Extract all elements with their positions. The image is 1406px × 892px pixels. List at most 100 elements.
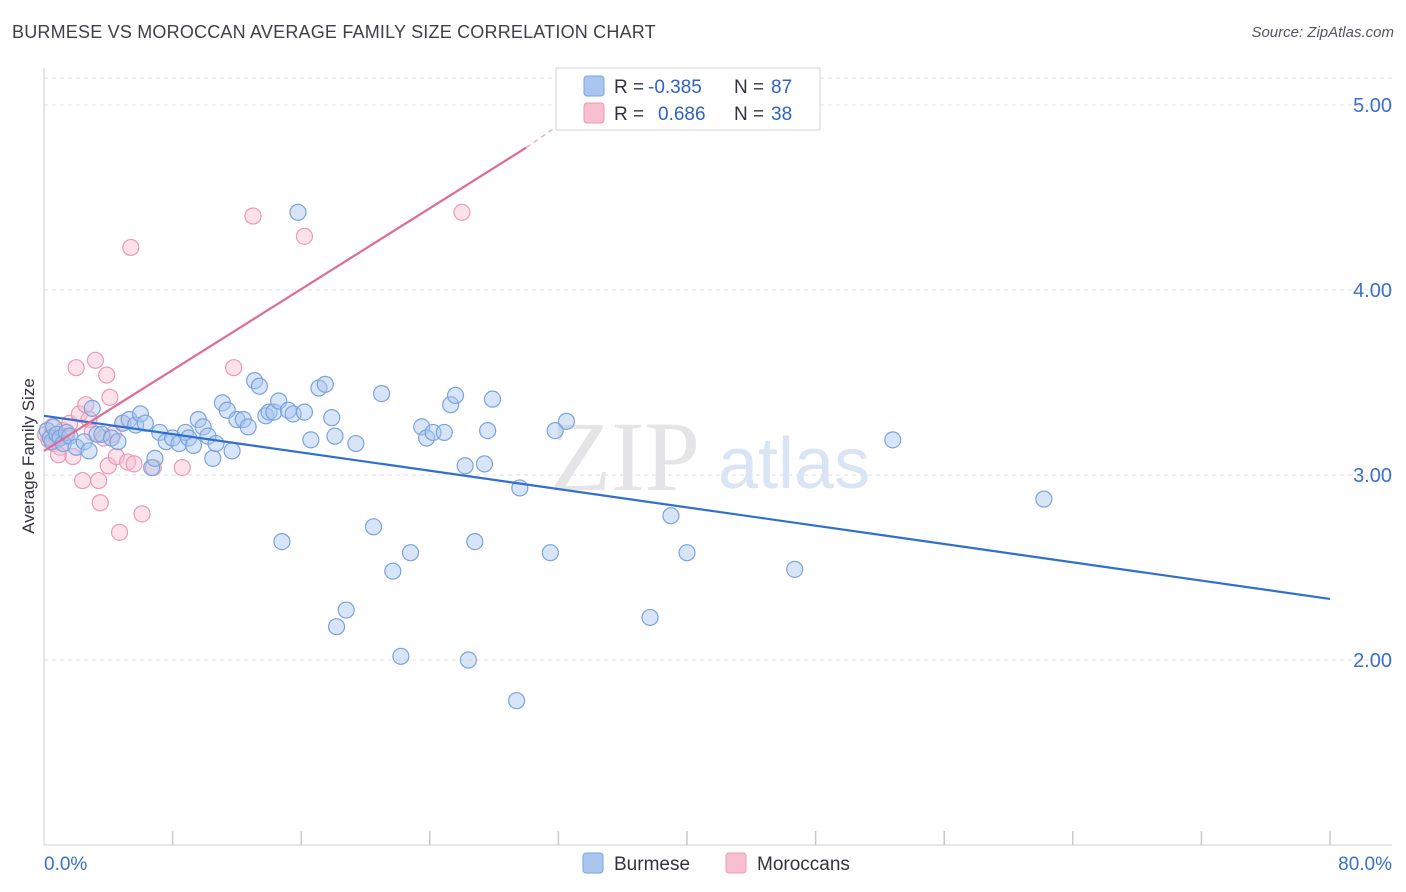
burmese-point <box>541 544 559 562</box>
moroccan-point <box>110 523 129 541</box>
burmese-point <box>459 651 477 669</box>
burmese-point <box>442 396 460 414</box>
burmese-point <box>289 203 307 221</box>
burmese-point <box>372 385 391 403</box>
burmese-point <box>546 422 564 440</box>
source-attribution: Source: ZipAtlas.com <box>1251 24 1394 41</box>
burmese-point <box>75 433 93 451</box>
burmese-point <box>483 390 502 408</box>
moroccan-point <box>90 471 108 490</box>
burmese-points <box>38 203 1053 710</box>
legend-moroccan-n-label: N = <box>734 104 764 125</box>
moroccan-point <box>295 227 314 245</box>
legend-bottom: Burmese Moroccans <box>582 852 850 875</box>
burmese-point <box>295 403 314 421</box>
y-tick-label: 4.00 <box>1353 280 1392 302</box>
burmese-point <box>143 459 161 477</box>
watermark-atlas: atlas <box>718 424 870 504</box>
legend-moroccan-r-value: 0.686 <box>658 104 706 125</box>
grid-layer <box>44 77 1392 661</box>
legend-swatch-burmese <box>583 75 605 97</box>
burmese-point <box>662 507 680 525</box>
moroccan-trend-line <box>43 146 527 452</box>
burmese-point <box>323 409 341 427</box>
legend-bottom-swatch-moroccan <box>725 852 747 874</box>
burmese-point <box>184 436 203 454</box>
legend-burmese-r-label: R = <box>614 77 644 98</box>
moroccan-point <box>453 203 471 221</box>
burmese-point <box>392 647 410 665</box>
burmese-point <box>239 418 257 436</box>
moroccan-point <box>244 207 262 225</box>
moroccan-point <box>122 238 140 257</box>
burmese-point <box>207 434 225 453</box>
burmese-point <box>327 618 346 636</box>
x-tick-label-max: 80.0% <box>1338 854 1392 875</box>
moroccan-point <box>67 359 85 377</box>
burmese-point <box>265 403 283 421</box>
moroccan-point <box>64 447 82 466</box>
legend-bottom-burmese: Burmese <box>614 854 690 875</box>
burmese-point <box>786 560 804 578</box>
moroccan-point <box>70 405 88 423</box>
burmese-point <box>364 518 383 536</box>
burmese-point <box>347 434 365 453</box>
burmese-point <box>435 423 453 442</box>
burmese-point <box>302 431 320 449</box>
burmese-trend-line <box>43 414 1331 601</box>
burmese-point <box>326 427 344 445</box>
burmese-point <box>678 544 696 562</box>
burmese-point <box>83 399 101 417</box>
burmese-point <box>401 544 420 562</box>
legend-burmese-n-value: 87 <box>771 77 792 98</box>
burmese-point <box>194 418 212 436</box>
burmese-point <box>456 457 474 475</box>
legend-moroccan-n-value: 38 <box>771 104 792 125</box>
legend-burmese-r-value: -0.385 <box>648 77 702 98</box>
chart-title: BURMESE VS MOROCCAN AVERAGE FAMILY SIZE … <box>12 22 656 42</box>
legend-swatch-moroccan <box>583 102 605 124</box>
legend-top: R = -0.385 N = 87 R = 0.686 N = 38 <box>555 67 821 131</box>
moroccan-point <box>86 351 105 369</box>
burmese-point <box>223 442 241 460</box>
burmese-point <box>250 377 269 395</box>
moroccan-point <box>98 366 116 384</box>
moroccan-point <box>91 494 109 512</box>
burmese-point <box>1035 490 1053 508</box>
burmese-point <box>557 412 576 430</box>
legend-bottom-swatch-burmese <box>582 852 604 874</box>
watermark-zip: ZIP <box>550 401 700 512</box>
y-tick-labels: 2.00 3.00 4.00 5.00 <box>1353 95 1392 672</box>
moroccan-point <box>118 453 137 471</box>
x-tick-marks <box>171 831 1331 845</box>
burmese-point <box>260 403 278 421</box>
moroccan-point <box>173 459 191 477</box>
y-tick-label: 5.00 <box>1353 95 1392 117</box>
trend-lines <box>43 113 1331 601</box>
burmese-point <box>475 455 494 473</box>
legend-moroccan-r-label: R = <box>614 104 644 125</box>
burmese-point <box>245 372 264 390</box>
burmese-point <box>93 425 111 443</box>
burmese-point <box>80 442 98 460</box>
burmese-point <box>109 433 127 451</box>
moroccan-point <box>225 359 243 377</box>
burmese-point <box>146 449 164 467</box>
burmese-point <box>204 449 222 467</box>
burmese-point <box>446 386 465 405</box>
burmese-point <box>337 601 355 619</box>
burmese-point <box>384 562 402 580</box>
y-tick-label: 2.00 <box>1353 650 1392 672</box>
burmese-point <box>466 532 484 551</box>
y-axis-label: Average Family Size <box>19 378 38 534</box>
moroccan-point <box>133 505 151 523</box>
burmese-point <box>273 532 291 551</box>
moroccan-point <box>73 471 92 490</box>
burmese-point <box>316 375 334 393</box>
moroccan-point <box>125 455 143 473</box>
x-tick-label-min: 0.0% <box>44 854 87 875</box>
legend-burmese-n-label: N = <box>734 77 764 98</box>
burmese-point <box>479 422 497 440</box>
moroccan-point <box>101 388 119 406</box>
